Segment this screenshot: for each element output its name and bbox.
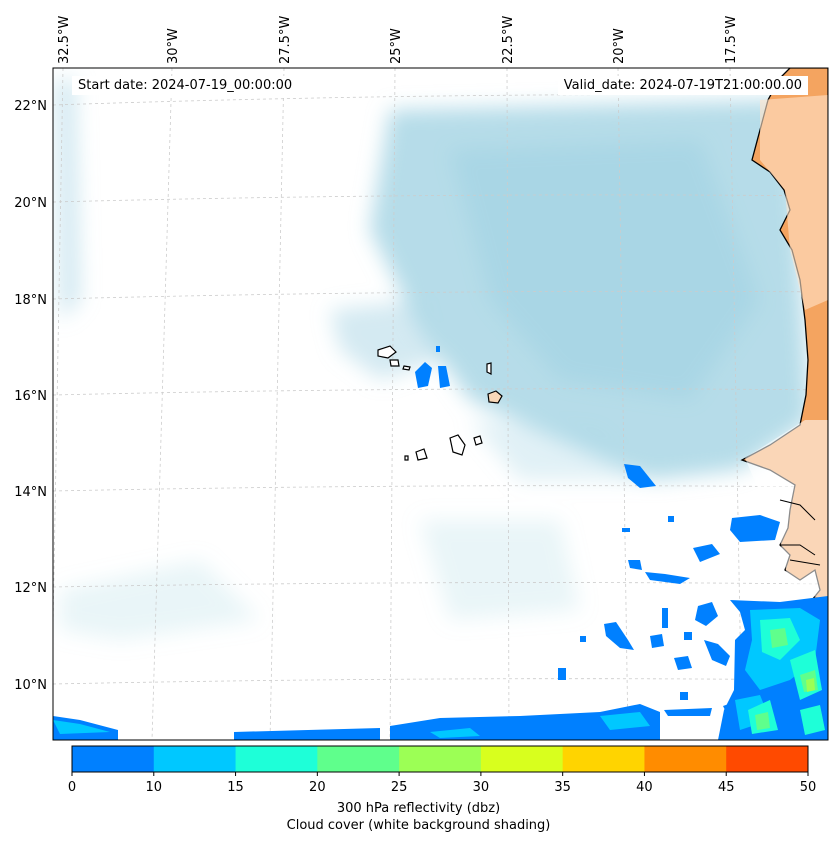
colorbar-label: 300 hPa reflectivity (dbz) (336, 801, 501, 816)
colorbar-segment (644, 746, 727, 772)
lat-label: 10°N (14, 678, 47, 693)
land-cloud-shading (760, 95, 828, 310)
lon-label: 25°W (389, 28, 404, 64)
colorbar-segment (562, 746, 645, 772)
colorbar-tick-label: 35 (554, 780, 571, 795)
country-borders (779, 499, 821, 566)
colorbar-segment (399, 746, 482, 772)
map-area (53, 68, 828, 740)
colorbar-tick-label: 15 (227, 780, 244, 795)
start-date-label: Start date: 2024-07-19_00:00:00 (72, 76, 299, 95)
colorbar-sublabel: Cloud cover (white background shading) (286, 818, 551, 833)
colorbar-tick-label: 45 (718, 780, 735, 795)
lon-label: 17.5°W (724, 16, 739, 64)
cape-verde-islands (377, 345, 503, 461)
lon-label: 22.5°W (501, 16, 516, 64)
colorbar-tick-label: 50 (800, 780, 817, 795)
lat-label: 14°N (14, 485, 47, 500)
latitude-labels: 22°N 20°N 18°N 16°N 14°N 12°N 10°N (14, 99, 47, 693)
colorbar-tick-label: 20 (309, 780, 326, 795)
colorbar-tick-label: 40 (636, 780, 653, 795)
colorbar: 0 10 15 20 25 30 35 40 45 50 (68, 745, 817, 795)
colorbar-segment (153, 746, 237, 772)
colorbar-segment (480, 746, 564, 772)
lon-label: 20°W (612, 28, 627, 64)
reflectivity-cell-25-30 (806, 678, 815, 692)
valid-date-label: Valid_date: 2024-07-19T21:00:00.00 (557, 76, 808, 95)
map-frame (52, 67, 829, 741)
colorbar-frame (71, 745, 809, 773)
graticule (53, 68, 828, 740)
lon-label: 32.5°W (57, 16, 72, 64)
lon-label: 30°W (166, 28, 181, 64)
colorbar-tick-label: 0 (68, 780, 76, 795)
longitude-labels: 32.5°W 30°W 27.5°W 25°W 22.5°W 20°W 17.5… (57, 16, 739, 64)
lat-label: 22°N (14, 99, 47, 114)
lat-label: 20°N (14, 196, 47, 211)
land-cloud-shading-south (745, 420, 828, 600)
colorbar-tick-label: 30 (473, 780, 490, 795)
lat-label: 18°N (14, 293, 47, 308)
colorbar-segment (72, 746, 155, 772)
lon-label: 27.5°W (278, 16, 293, 64)
colorbar-tick-label: 10 (146, 780, 163, 795)
lat-label: 12°N (14, 581, 47, 596)
colorbar-segment (235, 746, 318, 772)
colorbar-segment (317, 746, 400, 772)
cloud-cover-shading (55, 80, 810, 640)
colorbar-segment (726, 746, 809, 772)
colorbar-tick-label: 25 (391, 780, 408, 795)
lat-label: 16°N (14, 389, 47, 404)
